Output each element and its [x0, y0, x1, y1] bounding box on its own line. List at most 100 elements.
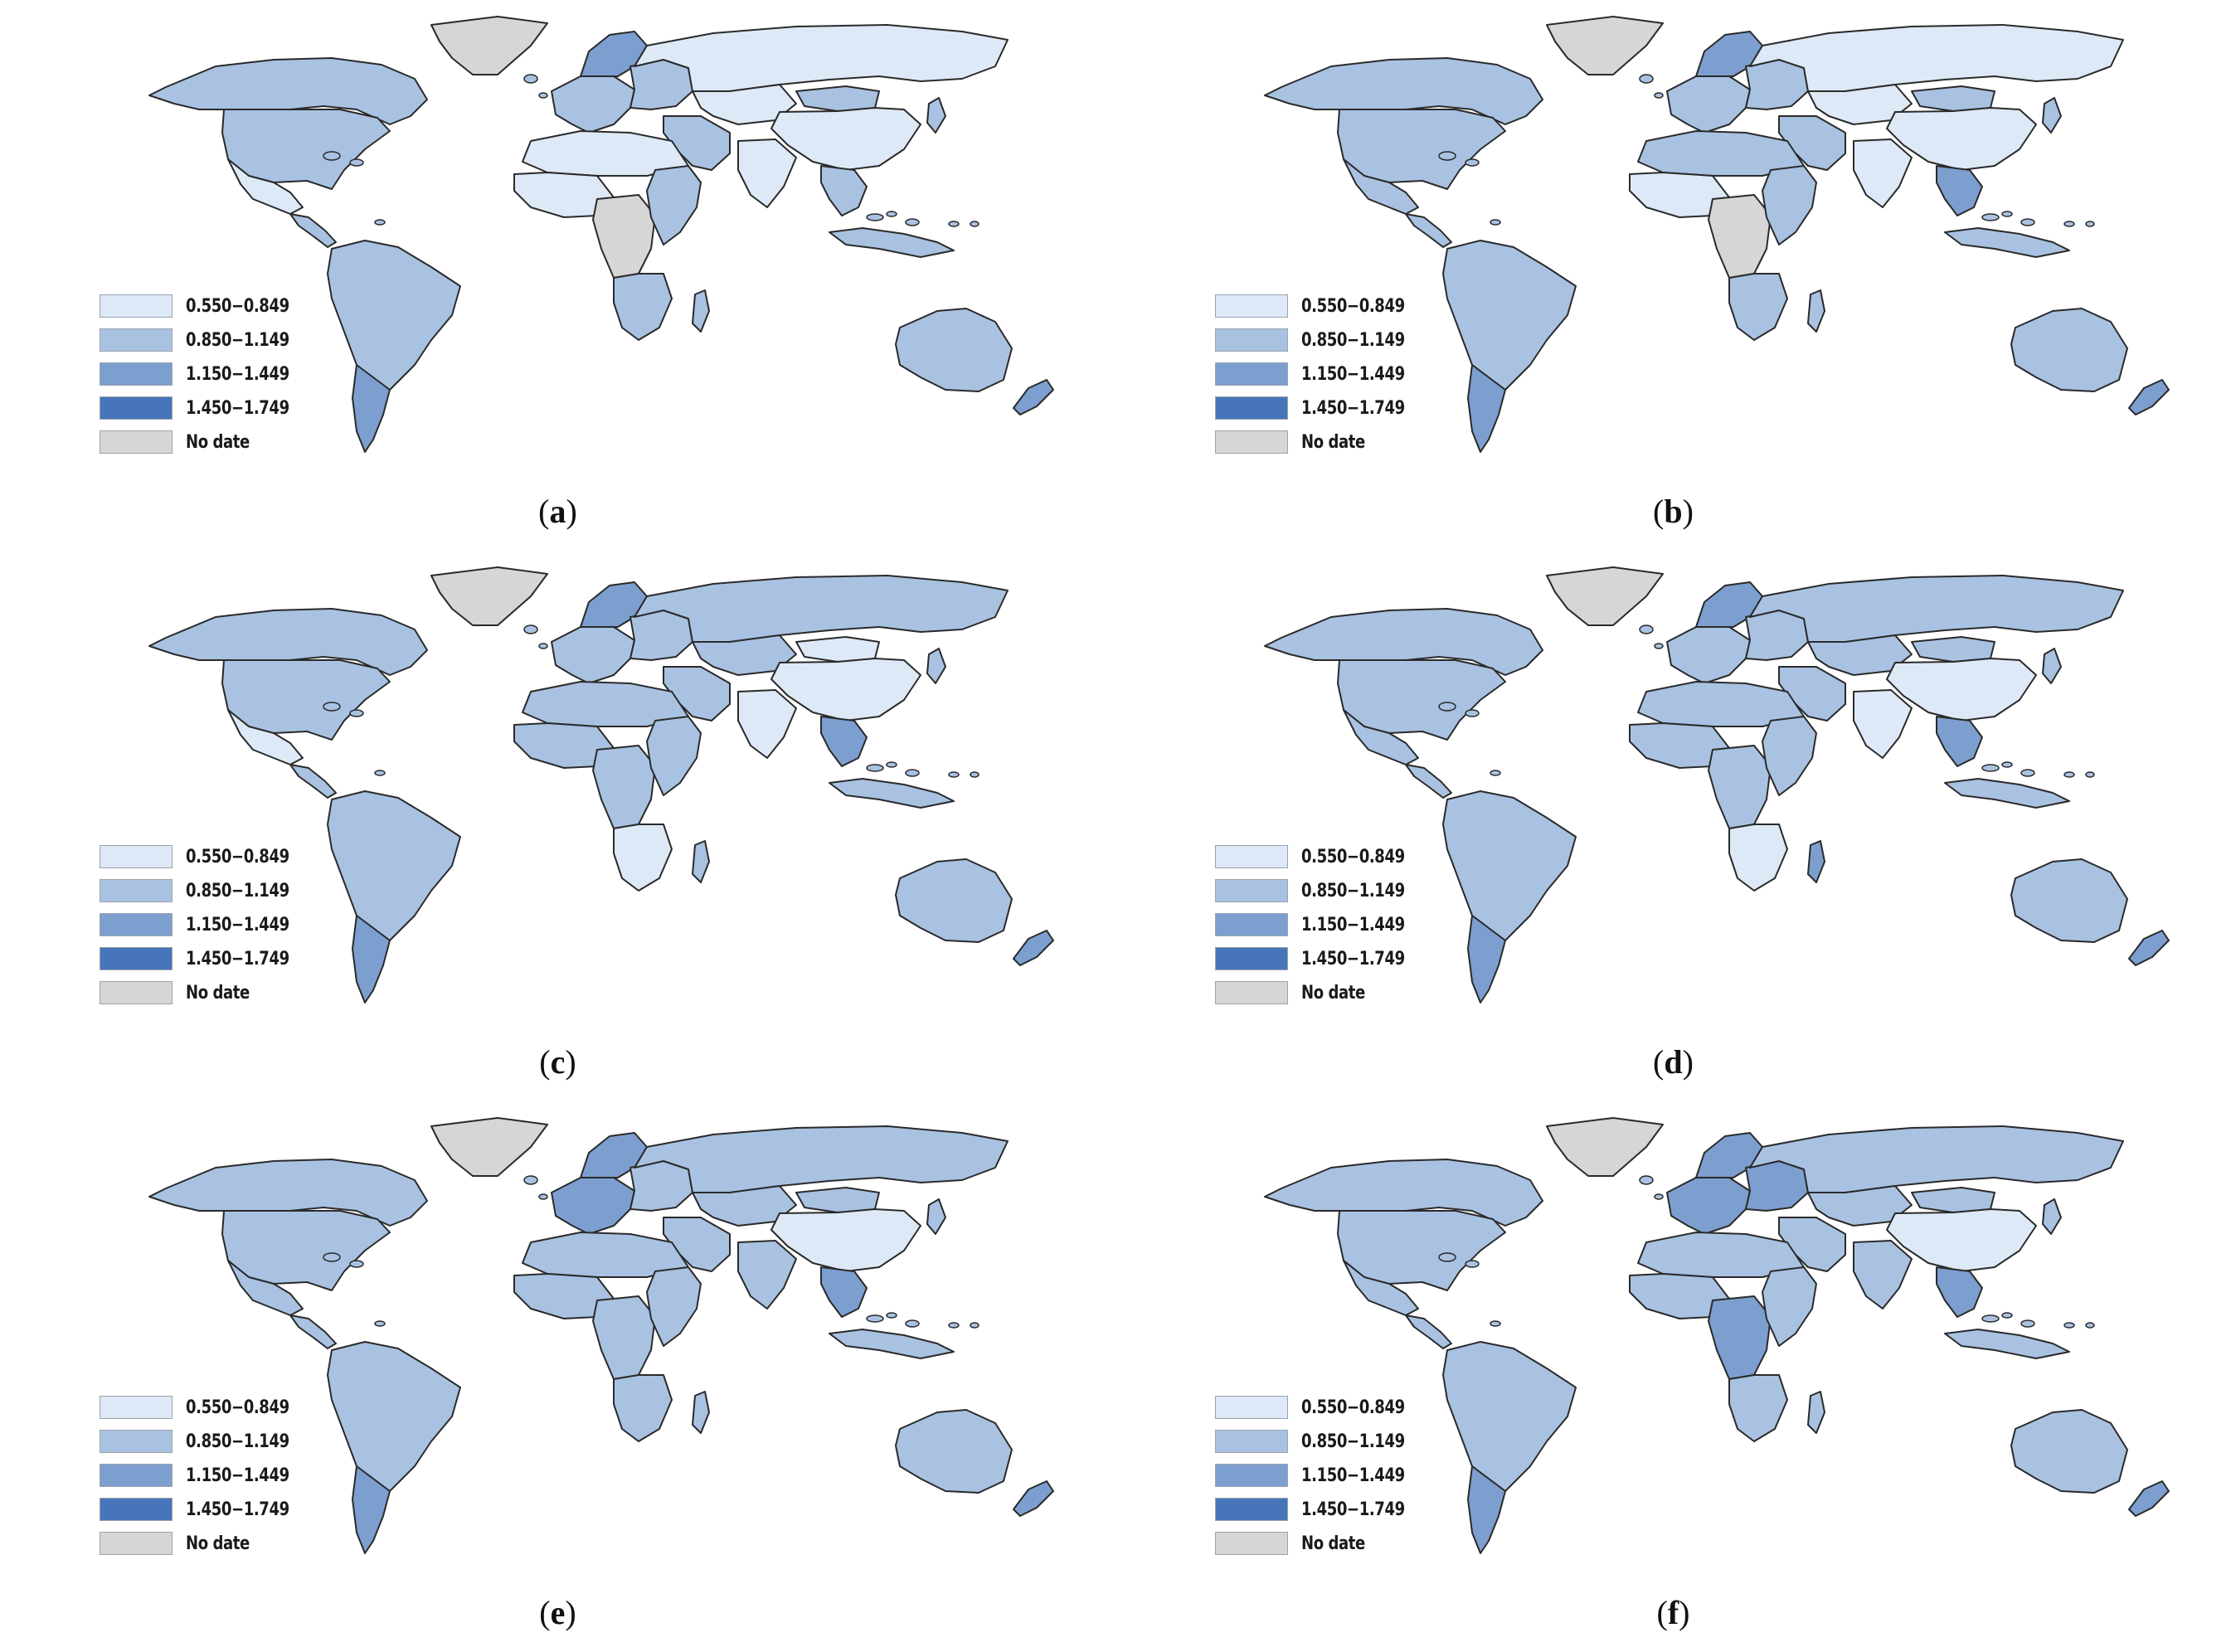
region-europe-west — [551, 626, 635, 684]
legend-label: 1.150−1.449 — [1301, 363, 1405, 385]
legend-swatch — [100, 328, 173, 352]
legend-label: 0.850−1.149 — [1301, 880, 1405, 901]
island — [1639, 74, 1654, 84]
legend-label: 1.450−1.749 — [1301, 948, 1405, 969]
region-scandinavia — [1695, 581, 1763, 628]
region-mongolia — [1911, 636, 1995, 663]
region-scandinavia — [580, 31, 648, 77]
region-indonesia — [1944, 1329, 2070, 1359]
region-greenland — [1546, 566, 1664, 626]
panel-letter: a — [549, 493, 566, 530]
panel-caption: (e) — [539, 1594, 576, 1631]
island — [1465, 1260, 1480, 1268]
region-europe-west — [1666, 75, 1751, 134]
region-se-asia — [1936, 716, 1983, 767]
island — [1465, 709, 1480, 717]
panel-caption: (f) — [1656, 1594, 1690, 1631]
region-east-africa — [646, 1266, 702, 1347]
region-china — [770, 1208, 921, 1272]
world-map — [1264, 1117, 2170, 1554]
region-middle-east — [663, 115, 731, 171]
legend-swatch — [100, 430, 173, 454]
legend-label: No date — [1301, 1533, 1365, 1554]
region-se-asia — [820, 1266, 868, 1318]
map-legend: 0.550−0.849 0.850−1.149 1.150−1.449 1.450−1… — [100, 843, 312, 1013]
island — [1465, 158, 1480, 167]
region-madagascar — [692, 1391, 710, 1434]
region-australia — [895, 858, 1013, 943]
region-japan — [926, 648, 946, 684]
region-russia — [1749, 1125, 2124, 1193]
region-greenland — [430, 566, 548, 626]
island — [905, 1319, 920, 1328]
island — [1981, 213, 2000, 221]
island — [866, 213, 884, 221]
region-russia — [634, 575, 1009, 643]
island — [886, 1312, 897, 1319]
island — [523, 624, 538, 634]
legend-label: No date — [1301, 982, 1365, 1003]
legend-swatch — [100, 947, 173, 970]
region-central-america — [289, 213, 337, 248]
region-greenland — [430, 16, 548, 75]
map-panel-e: 0.550−0.849 0.850−1.149 1.150−1.449 1.450−1… — [0, 1101, 1116, 1652]
legend-label: 1.450−1.749 — [1301, 1499, 1405, 1520]
legend-item: No date — [1215, 979, 1427, 1007]
legend-swatch — [1215, 981, 1288, 1004]
region-europe-west — [551, 75, 635, 134]
map-panel-a: 0.550−0.849 0.850−1.149 1.150−1.449 1.450−1… — [0, 0, 1116, 551]
region-madagascar — [1807, 289, 1825, 333]
panel-caption: (b) — [1653, 493, 1694, 530]
legend-swatch — [1215, 294, 1288, 318]
legend-swatch — [1215, 913, 1288, 936]
region-japan — [2042, 1198, 2062, 1235]
region-se-asia — [820, 165, 868, 216]
region-new-zealand — [1013, 930, 1054, 966]
legend-label: 1.450−1.749 — [186, 948, 289, 969]
island — [1981, 764, 2000, 772]
region-new-zealand — [1013, 379, 1054, 415]
island — [323, 1252, 341, 1262]
legend-label: 1.450−1.749 — [186, 1499, 289, 1520]
world-map — [148, 1117, 1054, 1554]
legend-swatch — [1215, 1430, 1288, 1453]
region-central-africa — [1708, 1295, 1772, 1380]
legend-item: 0.550−0.849 — [100, 843, 312, 871]
legend-label: 1.150−1.449 — [186, 1465, 289, 1486]
region-mongolia — [1911, 85, 1995, 112]
legend-item: 1.450−1.749 — [100, 394, 312, 422]
region-central-africa — [592, 1295, 656, 1380]
legend-swatch — [1215, 328, 1288, 352]
map-legend: 0.550−0.849 0.850−1.149 1.150−1.449 1.450−1… — [100, 292, 312, 462]
legend-label: 0.550−0.849 — [186, 295, 289, 317]
region-australia — [895, 1409, 1013, 1494]
legend-item: 0.550−0.849 — [1215, 1393, 1427, 1421]
region-india — [737, 138, 797, 208]
region-australia — [895, 308, 1013, 392]
legend-label: 1.150−1.449 — [1301, 1465, 1405, 1486]
region-china — [1886, 1208, 2037, 1272]
island — [2063, 221, 2075, 227]
island — [1654, 643, 1664, 649]
legend-item: 1.150−1.449 — [100, 1461, 312, 1489]
legend-item: 0.850−1.149 — [1215, 877, 1427, 905]
region-southern-cone — [1467, 364, 1506, 453]
legend-item: No date — [100, 428, 312, 456]
legend-label: No date — [186, 1533, 250, 1554]
island — [374, 219, 386, 226]
island — [970, 771, 979, 778]
island — [1639, 624, 1654, 634]
legend-label: 0.550−0.849 — [186, 846, 289, 867]
island — [349, 158, 364, 167]
island — [1438, 702, 1456, 712]
region-canada — [148, 1159, 428, 1227]
region-mongolia — [795, 85, 880, 112]
region-canada — [1264, 608, 1543, 676]
legend-label: 0.850−1.149 — [186, 329, 289, 351]
legend-item: 1.150−1.449 — [1215, 911, 1427, 939]
legend-swatch — [100, 1498, 173, 1521]
island — [905, 218, 920, 226]
region-central-america — [1405, 213, 1452, 248]
island — [1981, 1314, 2000, 1323]
region-south-america — [1442, 240, 1577, 397]
